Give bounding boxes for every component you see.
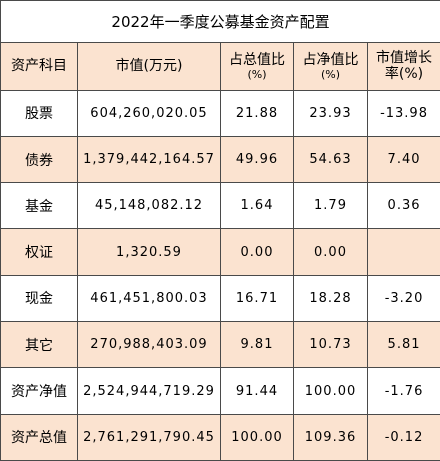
row-pct-of-total: 0.00 (220, 228, 294, 276)
row-growth-rate: -0.12 (366, 413, 440, 461)
row-pct-of-net: 1.79 (293, 182, 368, 230)
header-pct-of-total-line1: 占总值比 (229, 51, 285, 68)
row-label: 资产净值 (0, 367, 78, 415)
header-pct-of-total: 占总值比 (%) (220, 42, 294, 91)
header-pct-of-net-line2: (%) (320, 67, 341, 81)
header-asset-category: 资产科目 (0, 42, 78, 91)
row-growth-rate: 7.40 (366, 135, 440, 184)
row-growth-rate (366, 228, 440, 276)
row-label: 资产总值 (0, 413, 78, 461)
row-label: 债券 (0, 135, 78, 184)
header-growth-rate: 市值增长 率(%) (366, 42, 440, 91)
header-pct-of-net: 占净值比 (%) (293, 42, 368, 91)
row-pct-of-total: 16.71 (220, 274, 294, 323)
row-market-value: 2,761,291,790.45 (77, 413, 221, 461)
row-pct-of-net: 54.63 (293, 135, 368, 184)
row-growth-rate: 5.81 (366, 321, 440, 369)
row-growth-rate: -13.98 (366, 89, 440, 137)
row-label: 基金 (0, 182, 78, 230)
row-market-value: 1,320.59 (77, 228, 221, 276)
table-row: 资产总值 2,761,291,790.45 100.00 109.36 -0.12 (0, 413, 440, 461)
row-pct-of-total: 21.88 (220, 89, 294, 137)
header-row: 资产科目 市值(万元) 占总值比 (%) 占净值比 (%) 市值增长 率(%) (0, 42, 440, 91)
row-label: 股票 (0, 89, 78, 137)
row-market-value: 461,451,800.03 (77, 274, 221, 323)
row-pct-of-total: 1.64 (220, 182, 294, 230)
row-pct-of-net: 10.73 (293, 321, 368, 369)
table-title: 2022年一季度公募基金资产配置 (0, 0, 440, 44)
table-row: 现金 461,451,800.03 16.71 18.28 -3.20 (0, 274, 440, 323)
row-growth-rate: -3.20 (366, 274, 440, 323)
table-row: 债券 1,379,442,164.57 49.96 54.63 7.40 (0, 135, 440, 184)
header-growth-rate-line1: 市值增长 (376, 50, 433, 67)
header-pct-of-net-line1: 占净值比 (302, 51, 359, 68)
row-market-value: 2,524,944,719.29 (77, 367, 221, 415)
row-pct-of-total: 49.96 (220, 135, 294, 184)
row-pct-of-net: 0.00 (293, 228, 368, 276)
row-label: 现金 (0, 274, 78, 323)
row-pct-of-total: 91.44 (220, 367, 294, 415)
row-growth-rate: -1.76 (366, 367, 440, 415)
row-label: 权证 (0, 228, 78, 276)
title-row: 2022年一季度公募基金资产配置 (0, 0, 440, 44)
header-pct-of-total-line2: (%) (247, 67, 267, 81)
table-row: 权证 1,320.59 0.00 0.00 (0, 228, 440, 276)
table-row: 股票 604,260,020.05 21.88 23.93 -13.98 (0, 89, 440, 137)
row-market-value: 45,148,082.12 (77, 182, 221, 230)
row-market-value: 1,379,442,164.57 (77, 135, 221, 184)
header-market-value: 市值(万元) (77, 42, 221, 91)
row-pct-of-total: 9.81 (220, 321, 294, 369)
table-row: 基金 45,148,082.12 1.64 1.79 0.36 (0, 182, 440, 230)
row-market-value: 604,260,020.05 (77, 89, 221, 137)
row-pct-of-net: 18.28 (293, 274, 368, 323)
table-row: 资产净值 2,524,944,719.29 91.44 100.00 -1.76 (0, 367, 440, 415)
row-pct-of-net: 23.93 (293, 89, 368, 137)
row-pct-of-net: 109.36 (293, 413, 368, 461)
row-growth-rate: 0.36 (366, 182, 440, 230)
table-row: 其它 270,988,403.09 9.81 10.73 5.81 (0, 321, 440, 369)
header-growth-rate-line2: 率(%) (384, 66, 424, 83)
row-pct-of-total: 100.00 (220, 413, 294, 461)
row-market-value: 270,988,403.09 (77, 321, 221, 369)
row-pct-of-net: 100.00 (293, 367, 368, 415)
row-label: 其它 (0, 321, 78, 369)
